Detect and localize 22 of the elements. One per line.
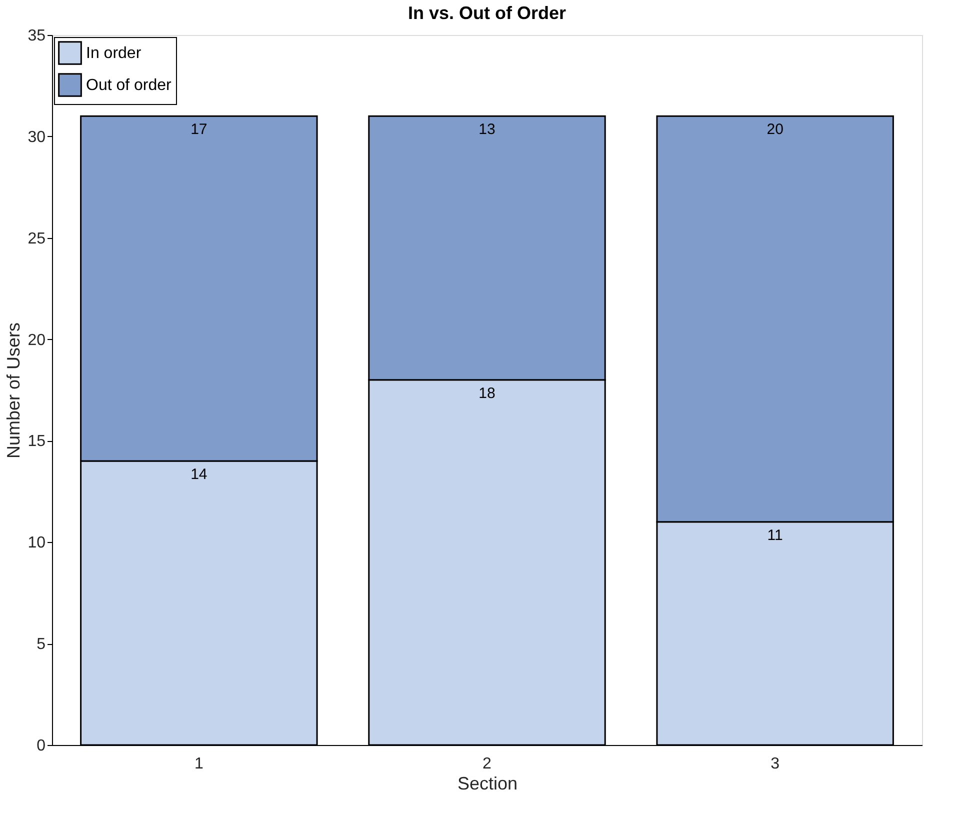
y-tick-label: 10	[28, 534, 46, 552]
legend-label: Out of order	[86, 77, 172, 94]
chart-title: In vs. Out of Order	[408, 3, 566, 23]
y-tick-label: 35	[28, 28, 46, 44]
data-label: 11	[767, 526, 783, 544]
y-tick-label: 20	[28, 332, 46, 349]
x-tick-label: 2	[482, 756, 492, 772]
y-tick-label: 15	[28, 433, 46, 450]
y-tick-label: 25	[28, 230, 46, 248]
y-axis-title: Number of Users	[4, 322, 24, 459]
data-label: 20	[766, 121, 784, 138]
x-axis-title: Section	[457, 774, 518, 794]
data-label: 17	[190, 121, 208, 138]
y-tick-label: 5	[36, 636, 46, 654]
data-label: 14	[190, 466, 208, 483]
x-tick-label: 3	[770, 756, 780, 772]
x-tick-label: 1	[194, 756, 204, 772]
legend-label: In order	[86, 45, 142, 62]
y-tick-label: 30	[28, 128, 46, 146]
data-label: 18	[478, 384, 496, 402]
y-tick-label: 0	[36, 738, 46, 754]
data-label: 13	[478, 121, 496, 138]
